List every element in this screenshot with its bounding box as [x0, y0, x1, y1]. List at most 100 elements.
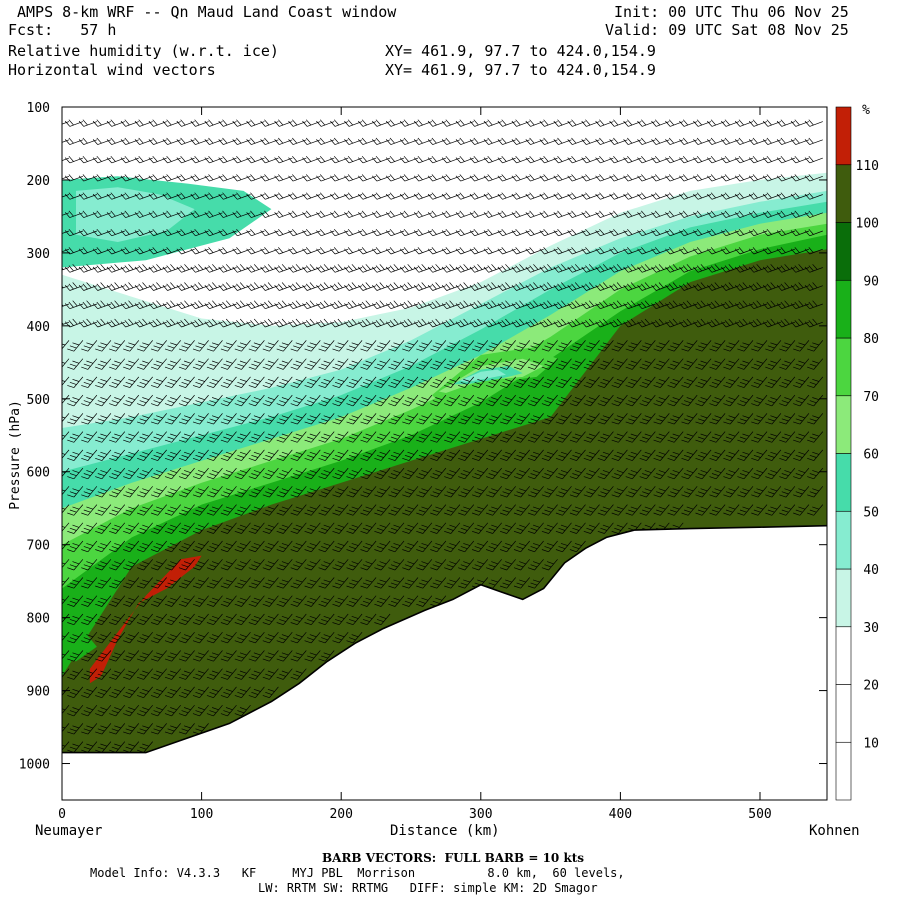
wind-barb [346, 595, 363, 607]
wind-barb [555, 504, 572, 516]
wind-barb [372, 282, 391, 291]
wind-barb [430, 504, 447, 516]
wind-barb [790, 210, 810, 218]
wind-barb [276, 668, 293, 680]
wind-barb [150, 486, 167, 498]
wind-barb [595, 155, 614, 164]
wind-barb [92, 300, 112, 310]
wind-barb [553, 282, 572, 291]
wind-barb [679, 247, 698, 255]
wind-barb [402, 358, 419, 370]
y-tick-label: 300 [27, 247, 50, 262]
wind-barb [360, 467, 377, 480]
wind-barb [67, 613, 84, 626]
wind-barb [148, 137, 167, 145]
wind-barb [206, 522, 223, 534]
wind-barb [569, 358, 586, 370]
wind-barb [136, 540, 153, 553]
wind-barb [513, 413, 530, 425]
wind-barb [276, 631, 293, 644]
wind-barb [653, 376, 670, 388]
wind-barb [290, 540, 307, 553]
wind-barb [176, 137, 195, 145]
wind-barb [483, 300, 502, 310]
wind-barb [651, 119, 670, 127]
wind-barb [458, 431, 475, 443]
wind-barb [553, 119, 572, 127]
wind-barb [525, 228, 544, 237]
wind-barb [497, 228, 516, 237]
wind-barb [136, 668, 153, 680]
wind-barb [316, 174, 335, 182]
wind-barb [220, 504, 237, 516]
wind-barb [276, 522, 293, 534]
wind-barb [178, 522, 195, 534]
wind-barb [62, 723, 70, 733]
wind-barb [136, 394, 153, 407]
wind-barb [444, 394, 461, 407]
wind-barb [625, 449, 642, 461]
wind-barb [178, 668, 195, 680]
wind-barb [176, 300, 195, 310]
wind-barb [62, 650, 70, 660]
wind-barb [218, 192, 237, 200]
wind-barb [136, 413, 153, 425]
wind-barb [67, 394, 84, 407]
wind-barb [234, 376, 251, 388]
wind-barb [123, 467, 140, 480]
wind-barb [667, 340, 684, 352]
xy-range-2: XY= 461.9, 97.7 to 424.0,154.9 [385, 61, 656, 79]
wind-barb [150, 522, 167, 534]
wind-barb [190, 300, 209, 310]
wind-barb [427, 192, 447, 200]
wind-barb [737, 413, 754, 425]
wind-barb [123, 340, 140, 352]
wind-barb [793, 394, 810, 407]
wind-barb [81, 595, 98, 607]
wind-barb [120, 318, 139, 328]
wind-barb [344, 137, 363, 145]
wind-barb [807, 504, 824, 516]
wind-barb [346, 413, 363, 425]
wind-barb [707, 119, 726, 127]
wind-barb [483, 155, 502, 164]
wind-barb [469, 228, 488, 237]
wind-barb [192, 358, 209, 370]
wind-barb [485, 522, 502, 534]
wind-barb [471, 486, 489, 498]
wind-barb [665, 174, 684, 182]
wind-barb [430, 376, 447, 388]
wind-barb [81, 686, 98, 699]
wind-barb [78, 192, 98, 200]
wind-barb [441, 174, 461, 182]
wind-barb [455, 137, 474, 145]
wind-barb [751, 376, 768, 388]
wind-barb [290, 504, 307, 516]
wind-barb [667, 358, 684, 370]
wind-barb [499, 577, 516, 589]
wind-barb [95, 504, 112, 516]
wind-barb [192, 340, 209, 352]
wind-barb [499, 467, 516, 480]
wind-barb [483, 264, 502, 273]
wind-barb [178, 394, 195, 407]
wind-barb [511, 228, 530, 237]
wind-barb [581, 155, 600, 164]
wind-barb [779, 376, 796, 388]
wind-barb [288, 300, 307, 310]
wind-barb [192, 486, 209, 498]
wind-barb [737, 376, 754, 388]
wind-barb [639, 449, 656, 461]
wind-barb [332, 540, 349, 553]
wind-barb [92, 192, 112, 200]
wind-barb [497, 300, 516, 310]
wind-barb [765, 376, 782, 388]
wind-barb [78, 119, 98, 127]
wind-barb [455, 210, 474, 218]
wind-barb [469, 119, 488, 127]
wind-barb [583, 449, 600, 461]
wind-barb [106, 210, 125, 218]
wind-barb [653, 467, 670, 480]
wind-barb [206, 613, 223, 626]
wind-barb [695, 449, 712, 461]
